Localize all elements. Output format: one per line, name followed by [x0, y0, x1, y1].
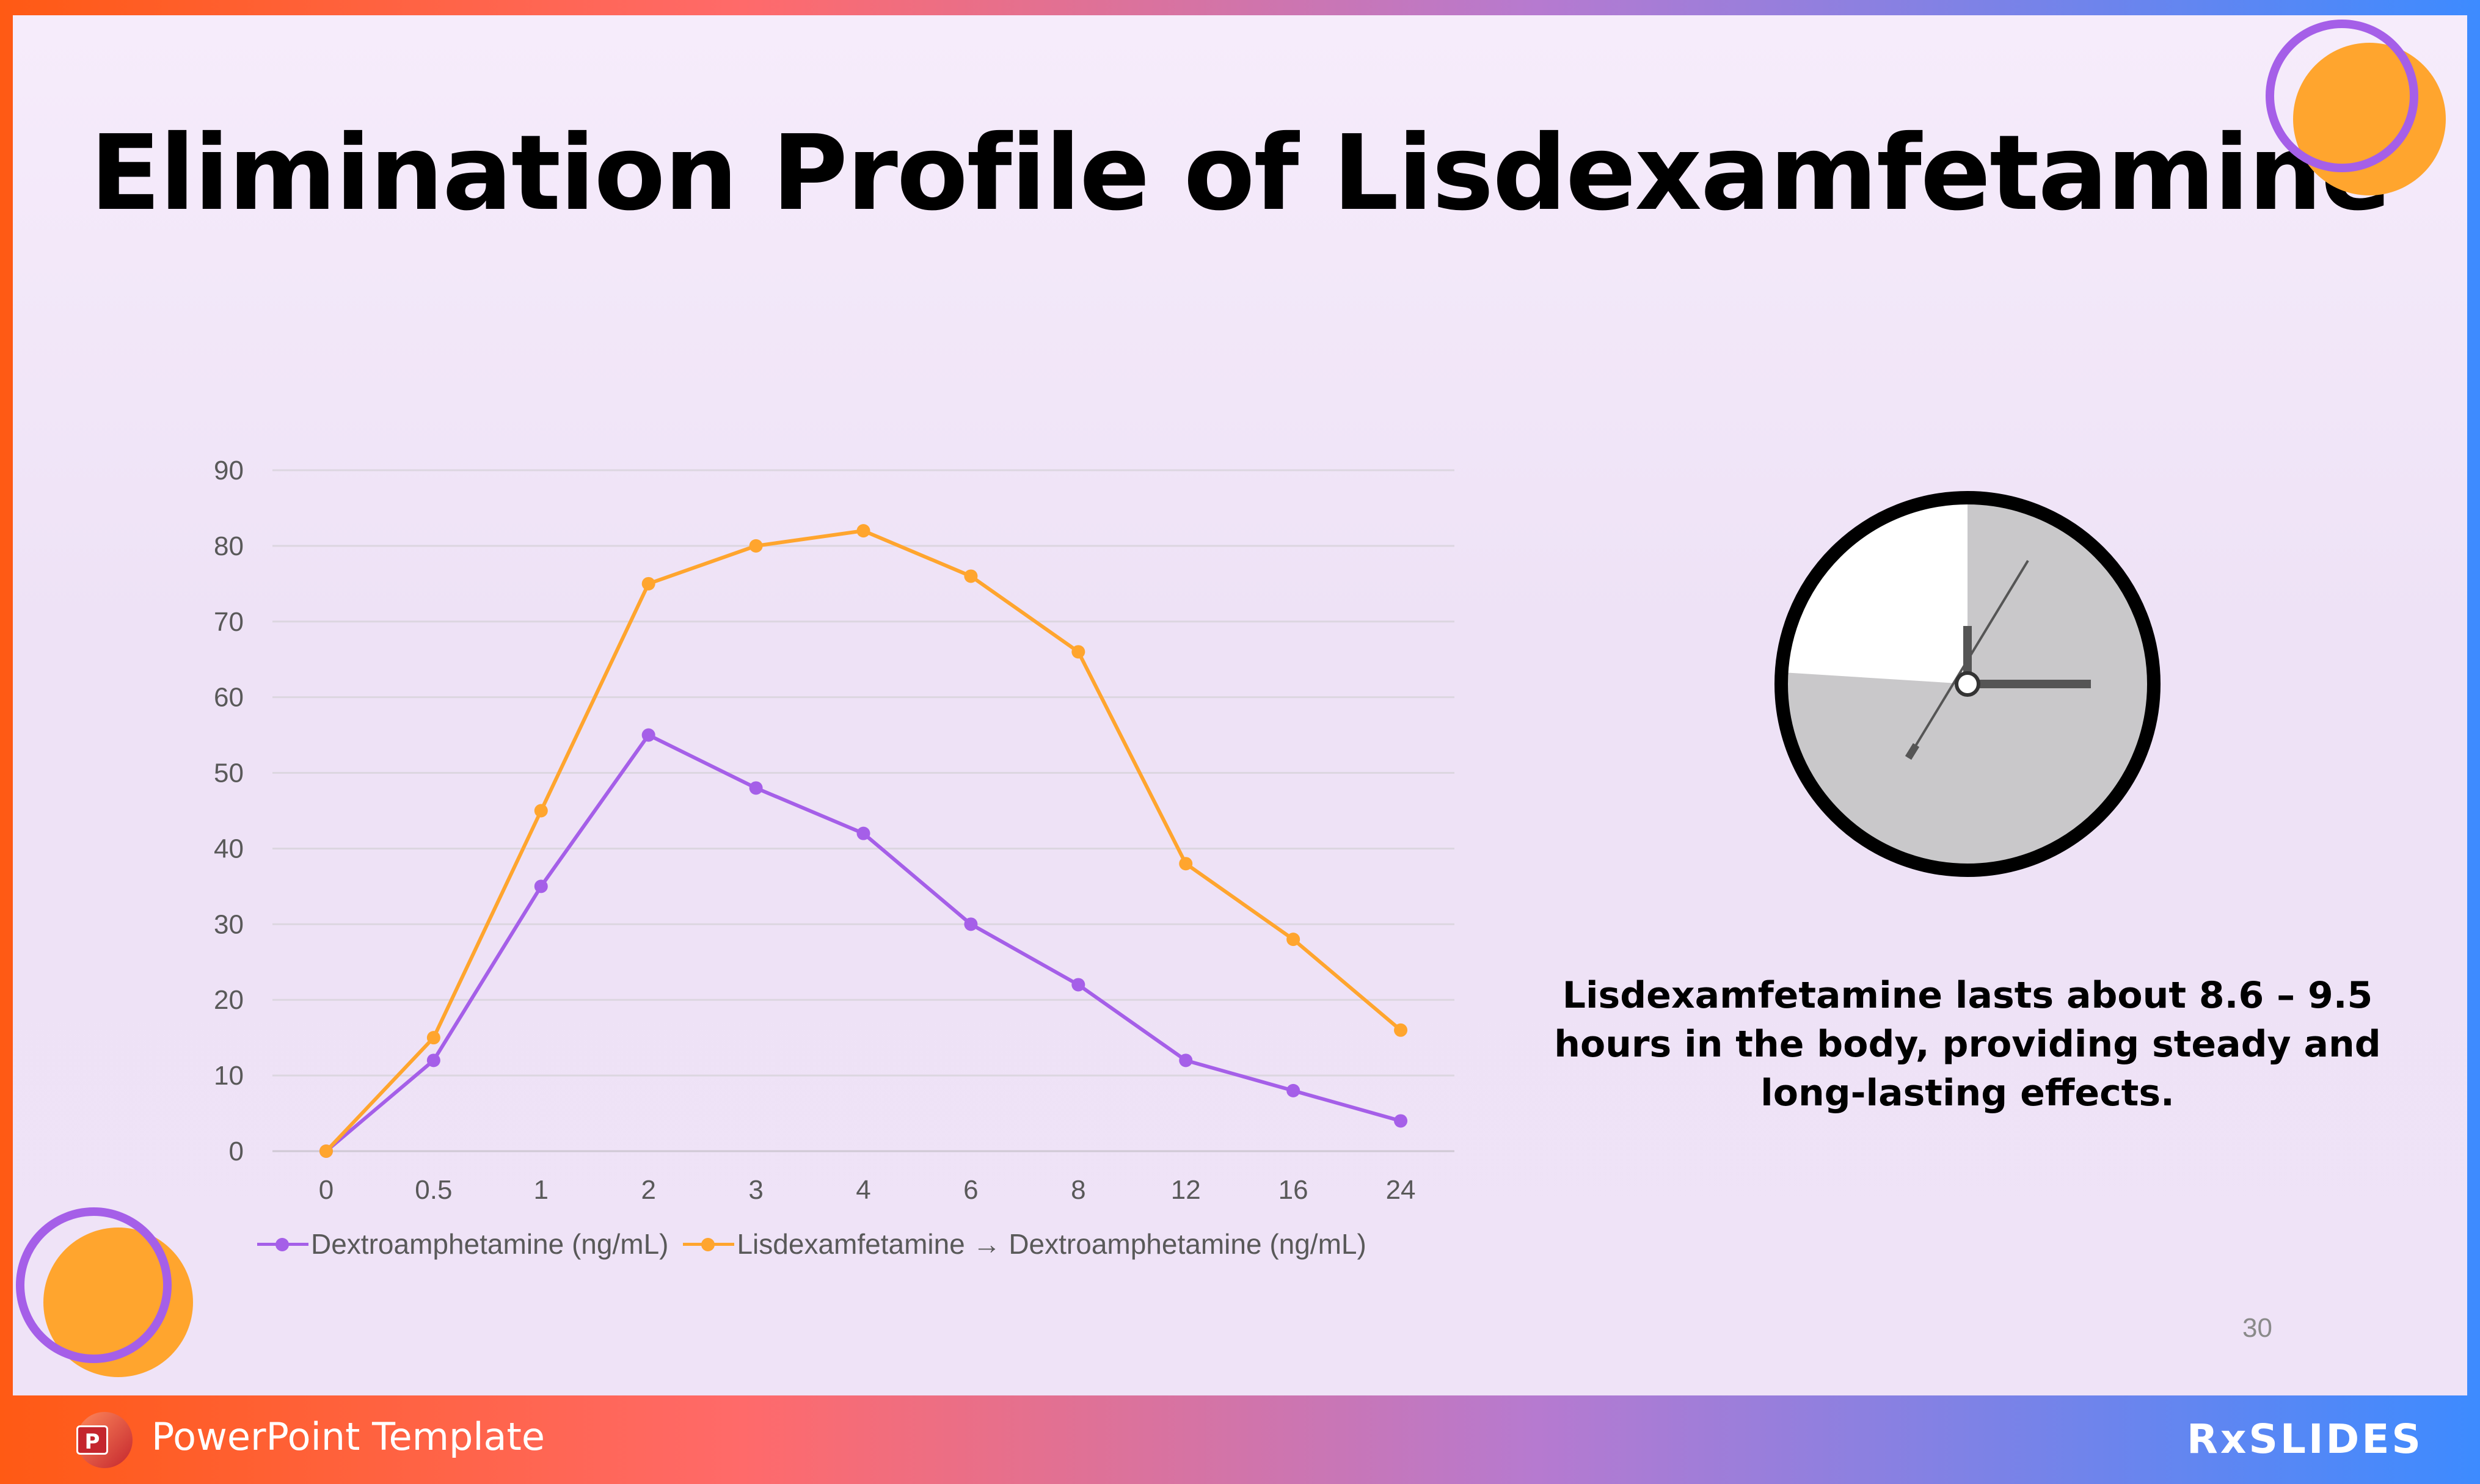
- series-2-point: [641, 577, 655, 591]
- y-tick-label: 10: [214, 1061, 244, 1091]
- x-tick-label: 6: [963, 1175, 978, 1205]
- y-tick-label: 20: [214, 985, 244, 1015]
- series-2-point: [426, 1031, 440, 1045]
- x-tick-label: 0: [319, 1175, 334, 1205]
- series-1-point: [534, 879, 548, 893]
- legend-item-series-1: Dextroamphetamine (ng/mL): [257, 1228, 668, 1260]
- x-tick-label: 1: [534, 1175, 549, 1205]
- decor-ring-purple-top: [2266, 20, 2418, 172]
- series-2-point: [319, 1144, 333, 1158]
- series-2-point: [534, 804, 548, 818]
- chart-gridlines: [272, 469, 1454, 1152]
- y-tick-label: 0: [229, 1137, 244, 1166]
- legend-label-series-2: Lisdexamfetamine → Dextroamphetamine (ng…: [737, 1228, 1366, 1260]
- series-2-point: [964, 569, 978, 583]
- y-tick-label: 40: [214, 834, 244, 864]
- series-1-point: [1071, 978, 1085, 992]
- footer-label: PowerPoint Template: [151, 1414, 545, 1459]
- chart-series: [319, 524, 1408, 1158]
- series-1-point: [1394, 1114, 1408, 1128]
- clock-icon: [1774, 491, 2161, 877]
- clock-center-pin: [1955, 671, 1980, 697]
- x-tick-label: 2: [641, 1175, 655, 1205]
- legend-swatch-series-1: [257, 1232, 308, 1256]
- powerpoint-icon-letter: P: [76, 1425, 108, 1455]
- x-tick-label: 24: [1386, 1175, 1416, 1205]
- series-2-point: [1179, 857, 1193, 871]
- y-tick-label: 30: [214, 909, 244, 939]
- page-number: 30: [2242, 1313, 2272, 1343]
- legend-swatch-series-2: [683, 1232, 735, 1256]
- series-1-point: [856, 826, 870, 840]
- y-axis-ticks: 0 10 20 30 40 50 60 70 80 90: [214, 456, 244, 1166]
- clock-second-hand-tail: [1905, 743, 1920, 760]
- y-tick-label: 90: [214, 456, 244, 486]
- series-2-point: [1071, 645, 1085, 659]
- series-line-1: [324, 733, 1403, 1153]
- series-1-point: [964, 917, 978, 931]
- series-2-point: [1286, 933, 1300, 947]
- series-1-point: [1286, 1083, 1300, 1097]
- series-2-point: [856, 524, 870, 538]
- brand-logo: RxSLIDES: [2187, 1416, 2423, 1463]
- x-tick-label: 4: [856, 1175, 870, 1205]
- x-tick-label: 16: [1278, 1175, 1308, 1205]
- decor-ring-purple-bottom: [16, 1207, 172, 1363]
- y-tick-label: 60: [214, 683, 244, 713]
- series-2-point: [1394, 1023, 1408, 1037]
- powerpoint-icon: P: [76, 1412, 133, 1468]
- y-tick-label: 70: [214, 607, 244, 637]
- x-tick-label: 0.5: [415, 1175, 452, 1205]
- clock-rim: [1774, 491, 2161, 877]
- clock-caption: Lisdexamfetamine lasts about 8.6 – 9.5 h…: [1554, 974, 2381, 1115]
- clock-second-hand: [1907, 559, 2029, 759]
- series-line-2: [324, 529, 1403, 1153]
- y-tick-label: 50: [214, 758, 244, 788]
- x-tick-label: 8: [1071, 1175, 1085, 1205]
- series-1-point: [641, 728, 655, 742]
- x-axis-ticks: 0 0.5 1 2 3 4 6 8 12 16 24: [319, 1175, 1416, 1205]
- y-tick-label: 80: [214, 531, 244, 561]
- x-tick-label: 12: [1171, 1175, 1201, 1205]
- series-1-point: [426, 1053, 440, 1068]
- legend-label-series-1: Dextroamphetamine (ng/mL): [311, 1228, 669, 1260]
- chart-legend: Dextroamphetamine (ng/mL) Lisdexamfetami…: [257, 1228, 1366, 1260]
- slide-title: Elimination Profile of Lisdexamfetamine: [90, 113, 2391, 234]
- series-1-point: [749, 781, 763, 795]
- slide: Elimination Profile of Lisdexamfetamine …: [13, 15, 2467, 1395]
- x-tick-label: 3: [748, 1175, 763, 1205]
- series-2-point: [749, 539, 763, 553]
- series-1-point: [1179, 1053, 1193, 1068]
- legend-item-series-2: Lisdexamfetamine → Dextroamphetamine (ng…: [683, 1228, 1366, 1260]
